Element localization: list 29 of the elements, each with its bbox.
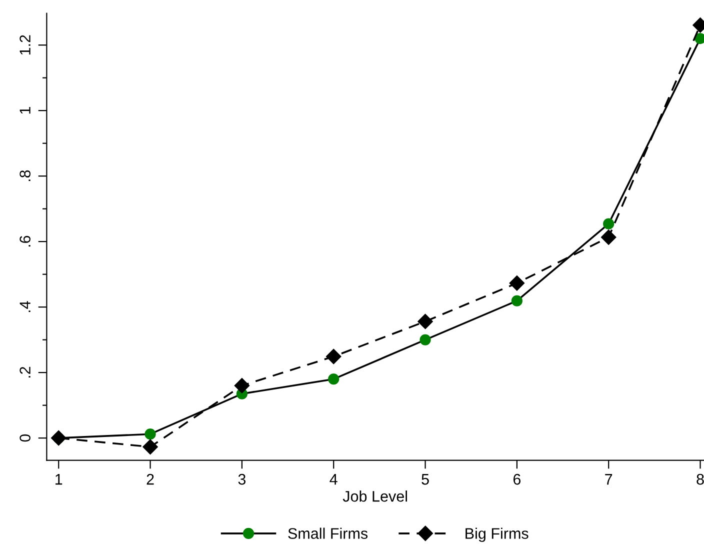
point [326, 348, 342, 364]
point [142, 439, 158, 454]
x-tick-label: 6 [513, 474, 521, 485]
point [601, 230, 616, 245]
x-tick-label: 3 [238, 474, 246, 485]
point [511, 295, 522, 306]
y-tick-label: .4 [20, 301, 30, 312]
y-tick-label: .8 [20, 170, 30, 182]
y-tick-label: 1.2 [20, 35, 30, 55]
point [420, 334, 431, 346]
legend-label: Small Firms [288, 528, 368, 539]
x-tick-label: 2 [146, 474, 154, 485]
x-tick-label: 1 [56, 474, 62, 485]
y-tick-label: .2 [20, 366, 30, 378]
point [418, 314, 433, 330]
y-tick-label: 0 [20, 434, 30, 442]
y-tick-label: 1 [20, 107, 30, 114]
y-tick-label: .6 [20, 236, 30, 247]
point [328, 374, 340, 385]
point [144, 428, 156, 440]
x-tick-label: 5 [422, 474, 429, 485]
x-tick-label: 4 [330, 474, 338, 485]
legend-label: Big Firms [466, 528, 528, 542]
point [603, 218, 614, 230]
point [509, 276, 525, 291]
point [234, 378, 250, 394]
x-tick-label: 8 [696, 474, 704, 485]
x-axis-title: Job Level [342, 490, 407, 502]
x-tick-label: 7 [605, 474, 612, 485]
